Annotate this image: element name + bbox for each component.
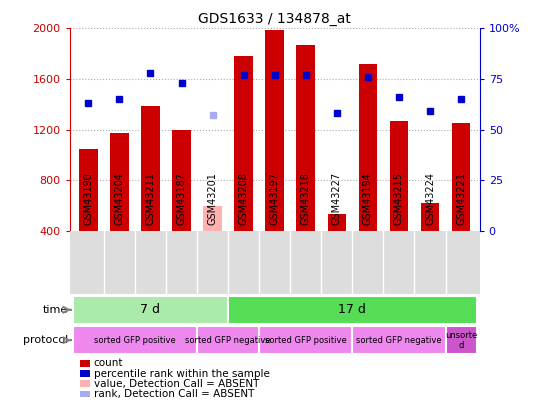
Bar xyxy=(259,326,352,354)
Bar xyxy=(110,133,129,231)
Bar xyxy=(203,206,222,231)
Text: percentile rank within the sample: percentile rank within the sample xyxy=(94,369,270,379)
Text: rank, Detection Call = ABSENT: rank, Detection Call = ABSENT xyxy=(94,389,254,399)
Text: unsorte
d: unsorte d xyxy=(445,330,477,350)
Bar xyxy=(445,326,477,354)
Text: sorted GFP positive: sorted GFP positive xyxy=(265,336,347,345)
Bar xyxy=(452,123,471,231)
Bar xyxy=(234,56,253,231)
Bar xyxy=(73,296,228,324)
Bar xyxy=(352,326,445,354)
Bar xyxy=(79,149,98,231)
Text: sorted GFP negative: sorted GFP negative xyxy=(356,336,442,345)
Bar xyxy=(390,121,408,231)
Text: 17 d: 17 d xyxy=(338,303,366,316)
Text: time: time xyxy=(43,305,68,315)
Bar xyxy=(296,45,315,231)
Bar xyxy=(197,326,259,354)
Bar xyxy=(359,64,377,231)
Bar xyxy=(327,214,346,231)
Text: sorted GFP negative: sorted GFP negative xyxy=(185,336,271,345)
Bar xyxy=(172,130,191,231)
Bar xyxy=(421,203,440,231)
Bar xyxy=(228,296,477,324)
Text: protocol: protocol xyxy=(23,335,68,345)
Bar xyxy=(73,326,197,354)
Bar xyxy=(141,106,160,231)
Text: count: count xyxy=(94,358,123,369)
Bar xyxy=(265,30,284,231)
Text: sorted GFP positive: sorted GFP positive xyxy=(94,336,176,345)
Text: 7 d: 7 d xyxy=(140,303,160,316)
Title: GDS1633 / 134878_at: GDS1633 / 134878_at xyxy=(198,12,351,26)
Text: value, Detection Call = ABSENT: value, Detection Call = ABSENT xyxy=(94,379,259,389)
